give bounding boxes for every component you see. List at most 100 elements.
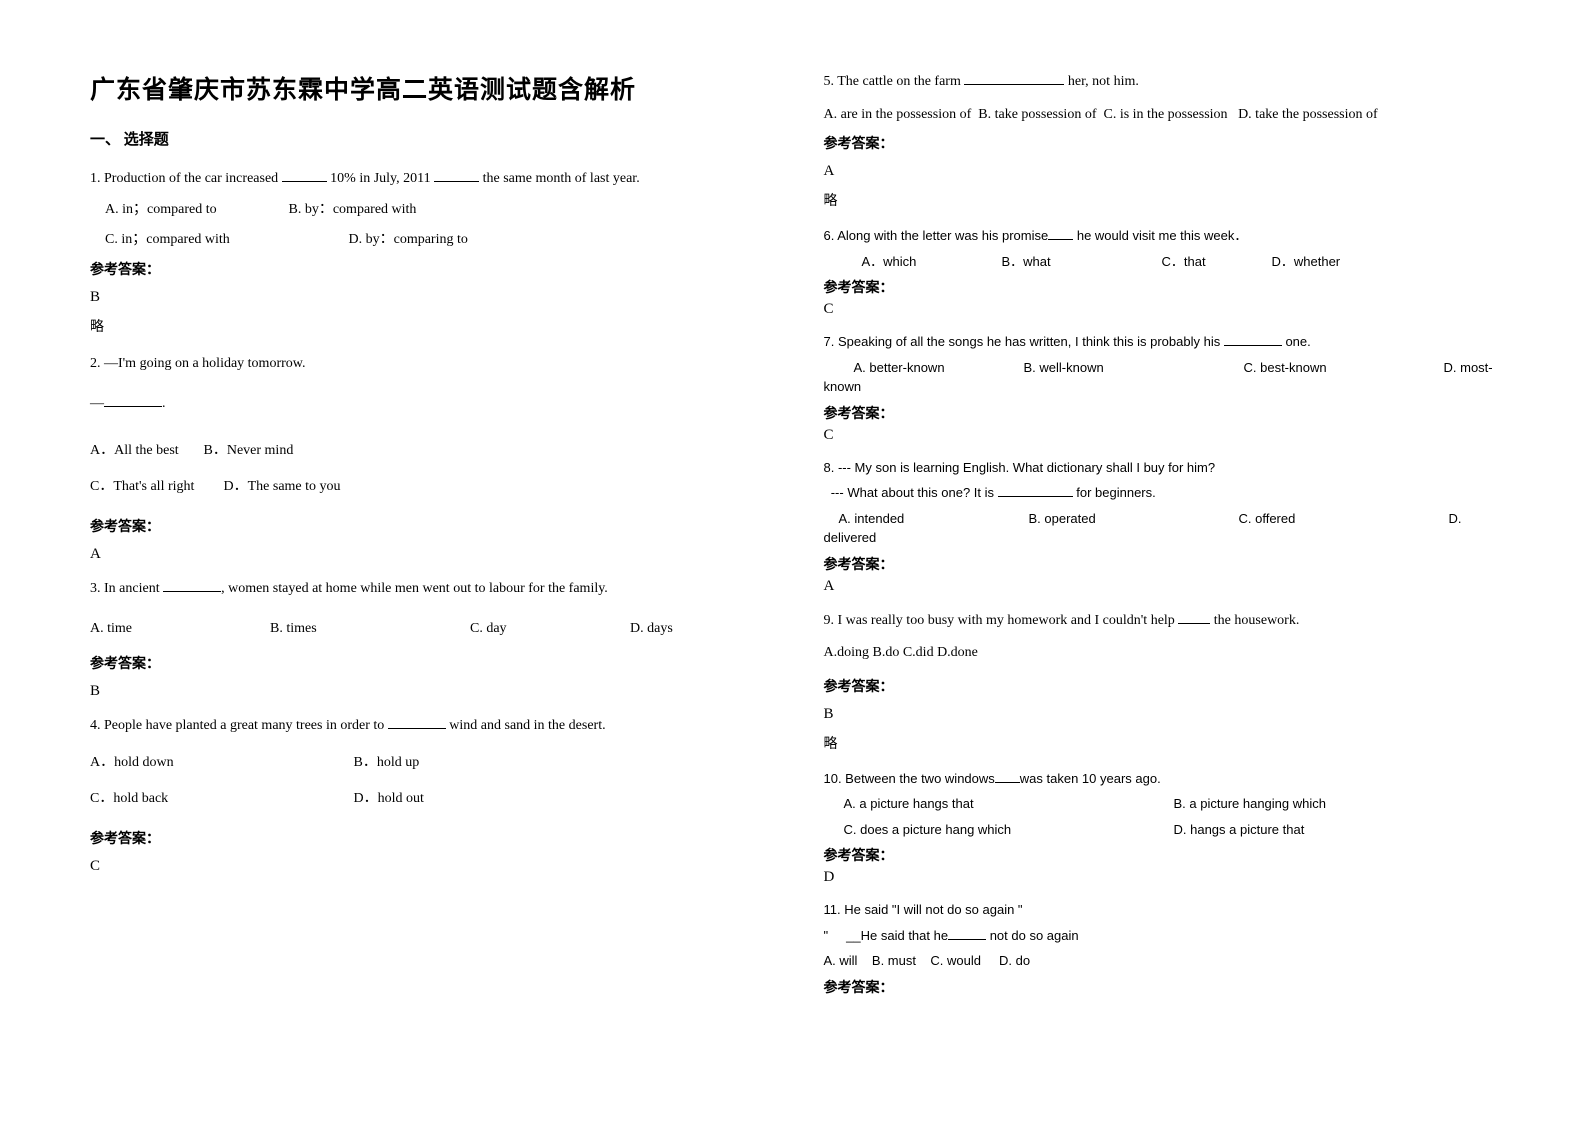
question-4: 4. People have planted a great many tree… (90, 714, 764, 875)
answer-label: 参考答案： (824, 554, 1498, 574)
q4-opts-row1: A．hold down B．hold up (90, 751, 764, 776)
q1-text-a: 1. Production of the car increased (90, 171, 282, 186)
q6-optC: C．that (1162, 252, 1272, 272)
blank (282, 168, 327, 182)
q1-text-c: the same month of last year. (479, 171, 640, 186)
blank (1178, 609, 1210, 623)
q5-answer: A (824, 163, 1498, 180)
question-11: 11. He said "I will not do so again " " … (824, 900, 1498, 997)
q5-text-b: her, not him. (1064, 74, 1138, 89)
q7-text-a: 7. Speaking of all the songs he has writ… (824, 334, 1224, 349)
q8-text-b: for beginners. (1073, 485, 1156, 500)
q1-stem: 1. Production of the car increased 10% i… (90, 167, 764, 192)
doc-title: 广东省肇庆市苏东霖中学高二英语测试题含解析 (90, 70, 764, 106)
q2-opts-row1: A．All the best B．Never mind (90, 439, 764, 464)
question-10: 10. Between the two windowswas taken 10 … (824, 769, 1498, 887)
q10-opts-row1: A. a picture hangs thatB. a picture hang… (824, 794, 1498, 814)
q4-opts-row2: C．hold back D．hold out (90, 787, 764, 812)
q2-dot: . (162, 396, 166, 411)
q3-stem: 3. In ancient , women stayed at home whi… (90, 577, 764, 602)
answer-label: 参考答案： (824, 403, 1498, 423)
q7-opts: A. better-knownB. well-knownC. best-know… (824, 358, 1498, 397)
q9-answer: B (824, 706, 1498, 723)
q3-optB: B. times (270, 611, 470, 647)
q10-answer: D (824, 869, 1498, 886)
q8-text-a: --- What about this one? It is (824, 485, 998, 500)
q3-text-a: 3. In ancient (90, 581, 163, 596)
blank (1224, 333, 1282, 346)
question-5: 5. The cattle on the farm her, not him. … (824, 70, 1498, 210)
q5-stem: 5. The cattle on the farm her, not him. (824, 70, 1498, 95)
q4-optA: A．hold down (90, 751, 350, 776)
q6-answer: C (824, 301, 1498, 318)
left-column: 广东省肇庆市苏东霖中学高二英语测试题含解析 一、 选择题 1. Producti… (90, 70, 794, 1082)
q8-optA: A. intended (839, 509, 1029, 529)
q1-opts-row2: C. in；compared with D. by：comparing to (90, 228, 764, 253)
answer-label: 参考答案： (90, 259, 764, 279)
blank (964, 71, 1064, 85)
q7-optB: B. well-known (1024, 358, 1244, 378)
q8-opts: A. intendedB. operatedC. offeredD. deliv… (824, 509, 1498, 548)
q1-optB: B. by：compared with (289, 198, 417, 223)
q10-optC: C. does a picture hang which (844, 820, 1174, 840)
question-8: 8. --- My son is learning English. What … (824, 458, 1498, 595)
answer-label: 参考答案： (90, 828, 764, 848)
q2-blank-line: —. (90, 392, 764, 417)
answer-label: 参考答案： (824, 977, 1498, 997)
blank (104, 393, 162, 407)
question-9: 9. I was really too busy with my homewor… (824, 609, 1498, 753)
q4-optC: C．hold back (90, 787, 350, 812)
blank (948, 926, 986, 939)
q1-optA: A. in；compared to (105, 198, 285, 223)
answer-label: 参考答案： (824, 277, 1498, 297)
q11-text-a: " __He said that he (824, 928, 949, 943)
answer-label: 参考答案： (824, 676, 1498, 696)
q8-answer: A (824, 578, 1498, 595)
blank (434, 168, 479, 182)
q1-opts-row1: A. in；compared to B. by：compared with (90, 198, 764, 223)
q3-optA: A. time (90, 611, 270, 647)
q10-optA: A. a picture hangs that (844, 794, 1174, 814)
q9-stem: 9. I was really too busy with my homewor… (824, 609, 1498, 634)
q9-note: 略 (824, 733, 1498, 753)
blank (998, 484, 1073, 497)
q2-optC: C．That's all right (90, 475, 220, 500)
q10-opts-row2: C. does a picture hang whichD. hangs a p… (824, 820, 1498, 840)
q5-optD: D. take the possession of (1238, 107, 1378, 122)
question-1: 1. Production of the car increased 10% i… (90, 167, 764, 336)
q5-note: 略 (824, 190, 1498, 210)
q8-optB: B. operated (1029, 509, 1239, 529)
answer-label: 参考答案： (824, 845, 1498, 865)
q1-text-b: 10% in July, 2011 (327, 171, 434, 186)
q2-optD: D．The same to you (224, 479, 341, 494)
q3-text-b: , women stayed at home while men went ou… (221, 581, 608, 596)
q6-text-b: he would visit me this week． (1073, 228, 1247, 243)
q5-text-a: 5. The cattle on the farm (824, 74, 965, 89)
q1-optC: C. in；compared with (105, 228, 345, 253)
q7-optA: A. better-known (854, 358, 1024, 378)
q11-text-b: not do so again (986, 928, 1079, 943)
q5-opts: A. are in the possession of B. take poss… (824, 103, 1498, 128)
q5-optA: A. are in the possession of (824, 107, 972, 122)
q3-answer: B (90, 683, 764, 700)
q11-line2: " __He said that he not do so again (824, 926, 1498, 946)
q2-optA: A．All the best (90, 439, 200, 464)
q4-optD: D．hold out (354, 791, 424, 806)
blank (1048, 227, 1073, 240)
q6-optA: A．which (862, 252, 1002, 272)
q1-optD: D. by：comparing to (349, 228, 468, 253)
q2-stem: 2. —I'm going on a holiday tomorrow. (90, 352, 764, 377)
blank (388, 715, 446, 729)
page: 广东省肇庆市苏东霖中学高二英语测试题含解析 一、 选择题 1. Producti… (0, 0, 1587, 1122)
q8-optC: C. offered (1239, 509, 1449, 529)
q10-stem: 10. Between the two windowswas taken 10 … (824, 769, 1498, 789)
q5-optB: B. take possession of (978, 107, 1096, 122)
right-column: 5. The cattle on the farm her, not him. … (794, 70, 1498, 1082)
question-2: 2. —I'm going on a holiday tomorrow. —. … (90, 352, 764, 563)
q4-optB: B．hold up (354, 755, 420, 770)
q5-optC: C. is in the possession (1103, 107, 1227, 122)
q9-text-a: 9. I was really too busy with my homewor… (824, 613, 1179, 628)
q11-opts: A. will B. must C. would D. do (824, 951, 1498, 971)
q6-text-a: 6. Along with the letter was his promise (824, 228, 1049, 243)
q10-text-b: was taken 10 years ago. (1020, 771, 1161, 786)
